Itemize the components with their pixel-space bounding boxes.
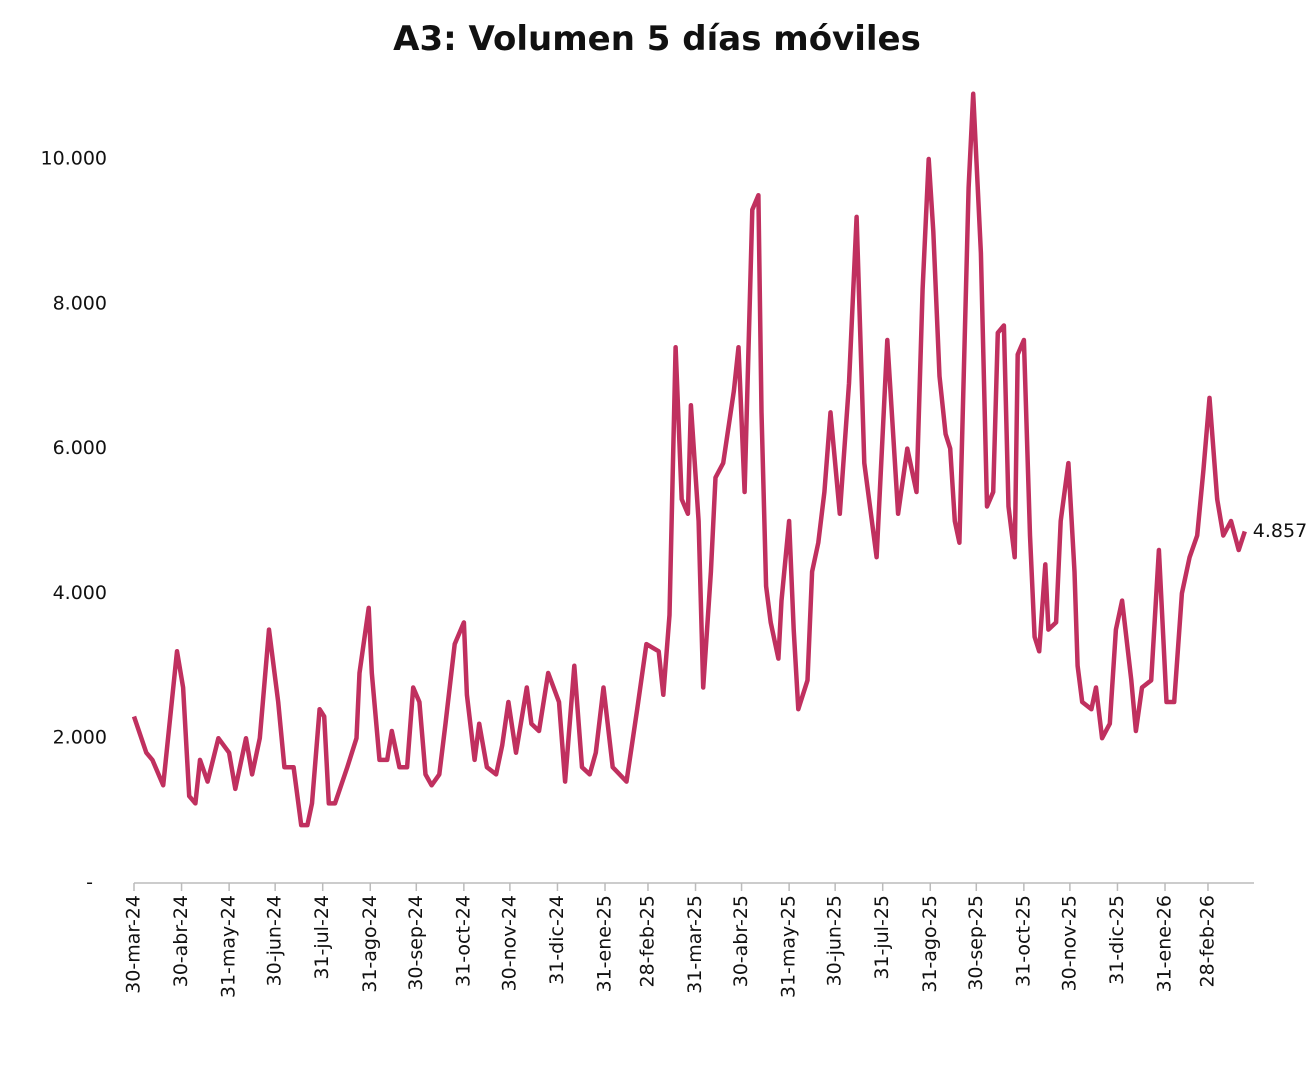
x-tick-label: 31-dic-24 <box>546 895 568 985</box>
y-tick-label: 10.000 <box>41 148 107 170</box>
x-tick-label: 30-abr-24 <box>170 895 192 987</box>
x-tick-label: 31-ene-25 <box>594 895 616 993</box>
x-tick-label: 30-nov-24 <box>498 895 520 991</box>
chart-title: A3: Volumen 5 días móviles <box>393 19 921 59</box>
x-tick-label: 30-jun-25 <box>824 895 846 986</box>
x-tick-label: 31-dic-25 <box>1106 895 1128 985</box>
y-tick-label: 8.000 <box>53 292 107 314</box>
x-tick-label: 31-may-25 <box>778 895 800 998</box>
x-tick-label: 30-abr-25 <box>730 895 752 987</box>
y-tick-label: 4.000 <box>53 582 107 604</box>
x-tick-label: 30-sep-25 <box>965 895 987 991</box>
x-tick-label: 31-ene-26 <box>1154 895 1176 993</box>
x-tick-label: 30-mar-24 <box>123 895 145 994</box>
x-tick-label: 31-mar-25 <box>684 895 706 994</box>
y-tick-label: - <box>86 872 93 894</box>
x-tick-label: 31-oct-24 <box>452 895 474 987</box>
y-tick-label: 2.000 <box>53 727 107 749</box>
x-tick-label: 28-feb-26 <box>1196 895 1218 988</box>
x-tick-label: 31-ago-25 <box>919 895 941 993</box>
data-line <box>131 91 1247 828</box>
x-tick-label: 31-oct-25 <box>1012 895 1034 987</box>
x-tick-label: 31-jul-25 <box>871 895 893 980</box>
x-tick-label: 31-ago-24 <box>359 895 381 993</box>
x-tick-label: 30-sep-24 <box>405 895 427 991</box>
x-tick-label: 30-nov-25 <box>1058 895 1080 991</box>
x-tick-label: 30-jun-24 <box>264 895 286 986</box>
end-value-label: 4.857 <box>1253 520 1307 542</box>
y-tick-label: 6.000 <box>53 437 107 459</box>
x-tick-label: 28-feb-25 <box>636 895 658 988</box>
x-tick-label: 31-jul-24 <box>311 895 333 980</box>
x-tick-label: 31-may-24 <box>218 895 240 998</box>
